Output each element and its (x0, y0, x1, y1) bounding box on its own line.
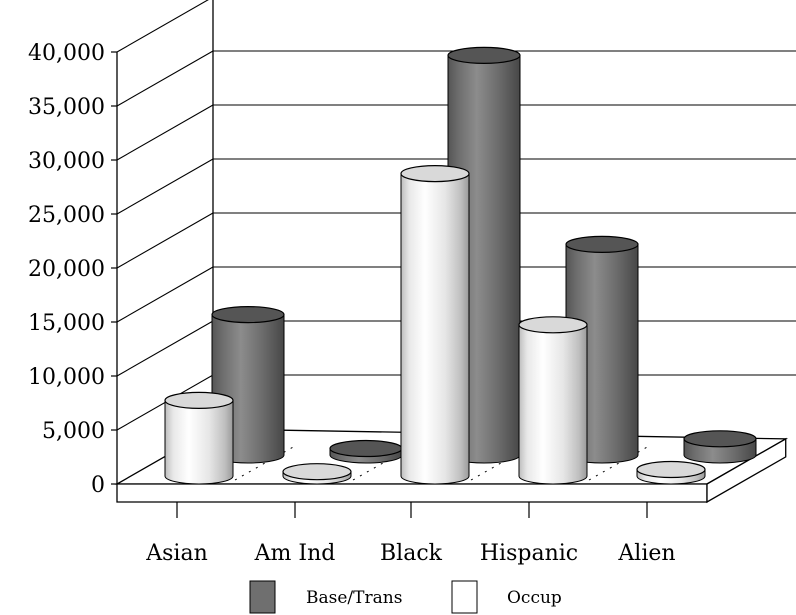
y-tick-label: 40,000 (28, 41, 105, 66)
x-category-label: Am Ind (254, 541, 336, 566)
gridline-side (116, 0, 209, 53)
y-tick-label: 0 (91, 473, 105, 498)
floor-divider (588, 445, 650, 481)
legend-label-occup: Occup (507, 588, 562, 608)
bar-base-trans-3-top (565, 235, 639, 253)
bar-base-trans-1-top (329, 439, 403, 458)
x-category-label: Asian (145, 541, 208, 566)
gridline-side (116, 320, 214, 377)
bar-base-trans-0-top (211, 306, 285, 324)
y-tick-label: 5,000 (42, 419, 105, 444)
bars (164, 46, 757, 485)
bar-occup-3-body (518, 324, 588, 485)
gridline-side (116, 266, 214, 323)
bar-occup-0 (164, 391, 234, 485)
gridline-side (116, 50, 214, 107)
floor-side (706, 437, 787, 504)
gridline-side (116, 104, 214, 161)
x-category-label: Hispanic (480, 541, 578, 566)
y-tick-label: 30,000 (28, 149, 105, 174)
bar-occup-4 (636, 460, 706, 485)
floor-front (116, 483, 708, 503)
y-tick-label: 10,000 (28, 365, 105, 390)
y-tick-label: 25,000 (28, 203, 105, 228)
x-axis-labels: Asian Am Ind Black Hispanic Alien (145, 502, 676, 566)
x-category-label: Black (380, 541, 443, 566)
gridline-side (116, 212, 214, 269)
bar-base-trans-1 (329, 439, 403, 464)
bar-occup-2-body (400, 173, 470, 485)
bar-occup-3-top (518, 316, 588, 334)
bar-occup-4-top (636, 460, 706, 479)
bar-base-trans-2-top (447, 46, 521, 65)
bar-occup-2 (400, 165, 470, 485)
y-tick-label: 20,000 (28, 257, 105, 282)
x-category-label: Alien (617, 541, 675, 566)
bar-occup-0-body (164, 399, 234, 485)
bar-occup-1 (282, 463, 352, 485)
bar-occup-2-top (400, 165, 470, 183)
bar-occup-3 (518, 316, 588, 485)
bar-occup-1-top (282, 463, 352, 481)
y-tick-label: 15,000 (28, 311, 105, 336)
gridline-side (116, 158, 214, 215)
bar-base-trans-4-top (683, 430, 757, 448)
legend-label-base-trans: Base/Trans (306, 588, 402, 608)
floor-divider (234, 445, 296, 481)
legend-swatch-base-trans (249, 580, 276, 614)
legend: Base/Trans Occup (249, 580, 562, 614)
bar-occup-0-top (164, 391, 234, 409)
bar-base-trans-4 (683, 430, 757, 464)
legend-swatch-occup (451, 580, 478, 614)
y-axis: 0 5,000 10,000 15,000 20,000 25,000 30,000 35,0… (28, 41, 118, 498)
y-tick-label: 35,000 (28, 95, 105, 120)
